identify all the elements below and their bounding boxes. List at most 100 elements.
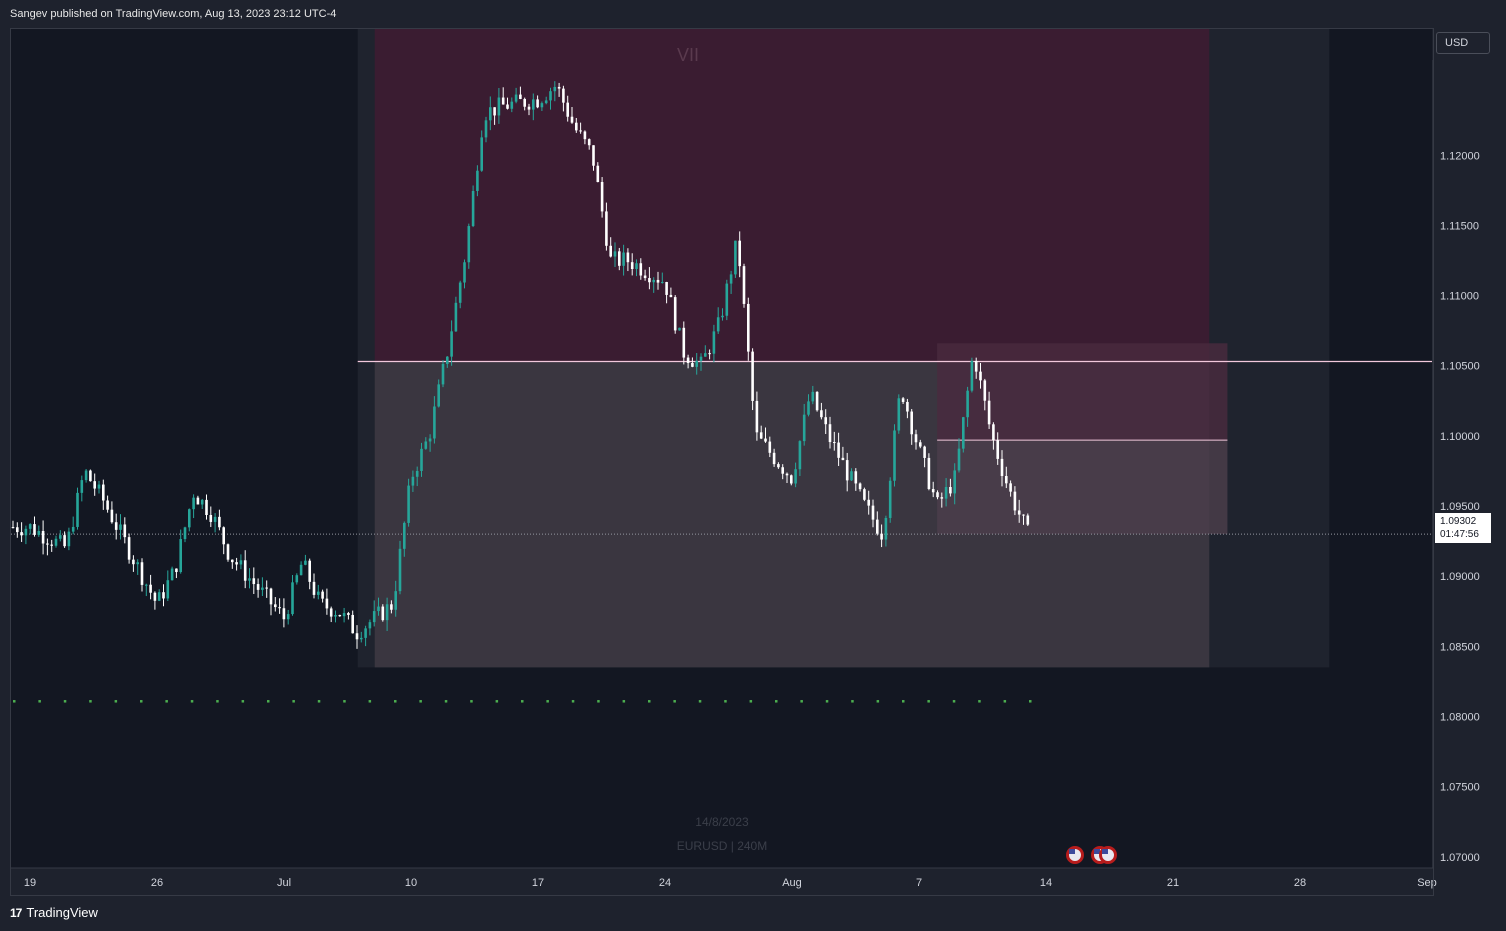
candle-up (403, 522, 406, 549)
candle-up (437, 384, 440, 407)
candle-down (243, 560, 247, 581)
candle-down (1017, 510, 1021, 515)
candle-up (299, 564, 303, 576)
watermark-symbol: EURUSD | 240M (676, 839, 768, 853)
candle-down (759, 432, 763, 439)
currency-button[interactable]: USD (1436, 32, 1490, 54)
candle-down (923, 446, 926, 458)
candle-down (790, 475, 793, 484)
us-flag-icon[interactable] (1099, 846, 1117, 864)
target-dot (546, 700, 549, 703)
candle-down (858, 483, 862, 490)
candle-up (450, 331, 453, 357)
candle-down (110, 509, 114, 523)
x-tick-label: 28 (1294, 877, 1306, 889)
candle-up (489, 107, 492, 121)
candle-up (317, 591, 320, 595)
candle-up (622, 252, 625, 266)
candle-up (261, 587, 264, 590)
target-dot (38, 700, 41, 703)
candle-up (398, 548, 402, 592)
candle-down (338, 615, 342, 617)
candle-down (209, 515, 213, 522)
target-dot (952, 700, 956, 703)
candle-down (153, 592, 157, 601)
candle-down (605, 211, 608, 246)
candle-up (729, 274, 733, 284)
x-tick-label: 19 (24, 877, 36, 889)
candle-down (1000, 458, 1004, 477)
candle-up (549, 91, 552, 101)
candle-down (768, 441, 772, 453)
candle-down (16, 527, 19, 533)
candle-down (321, 591, 324, 599)
candle-up (712, 331, 716, 354)
candle-down (493, 107, 496, 116)
candle-down (820, 410, 823, 418)
candle-down (949, 486, 952, 494)
candle-down (226, 544, 230, 560)
candle-up (304, 560, 307, 565)
tradingview-logo[interactable]: 17 TradingView (10, 905, 98, 920)
watermark-date: 14/8/2023 (695, 815, 749, 829)
target-dot (13, 700, 16, 703)
target-dot (800, 700, 803, 703)
candle-down (566, 102, 569, 117)
candle-down (686, 357, 690, 364)
candle-down (269, 588, 273, 605)
candle-down (50, 544, 53, 546)
candle-down (575, 122, 578, 131)
target-dot (89, 700, 92, 703)
x-tick-label: 21 (1167, 877, 1179, 889)
candle-up (458, 282, 462, 303)
candle-up (239, 560, 243, 565)
candle-down (329, 608, 333, 617)
candle-down (1009, 483, 1012, 492)
candle-up (67, 531, 71, 547)
target-dot (622, 700, 626, 703)
candle-down (996, 440, 999, 459)
candle-down (196, 497, 200, 505)
candle-down (583, 131, 587, 140)
candle-up (553, 86, 557, 92)
candle-down (833, 442, 836, 444)
bar-countdown: 01:47:56 (1440, 529, 1479, 540)
target-dot (317, 700, 321, 703)
target-dot (851, 700, 854, 703)
candle-down (523, 98, 526, 107)
candle-up (652, 279, 655, 283)
candle-down (1026, 515, 1030, 525)
candle-down (93, 481, 96, 489)
candle-down (854, 471, 858, 484)
candle-up (372, 611, 376, 623)
candle-down (669, 294, 673, 298)
target-dot (165, 700, 168, 703)
target-dot (267, 700, 270, 703)
candle-down (742, 266, 746, 304)
target-dot (368, 700, 372, 703)
candle-up (183, 527, 187, 540)
supply-zone (374, 29, 1210, 362)
target-dot (927, 700, 930, 703)
candle-up (699, 356, 703, 361)
candle-down (562, 88, 565, 103)
candle-up (192, 497, 195, 510)
candle-down (901, 398, 905, 402)
y-tick-label: 1.08000 (1440, 711, 1480, 723)
candle-up (635, 263, 638, 269)
target-dot (749, 700, 753, 703)
candle-up (364, 628, 367, 638)
candle-up (802, 414, 806, 442)
candle-up (897, 398, 901, 431)
us-flag-icon[interactable] (1066, 846, 1084, 864)
candle-down (218, 516, 221, 528)
candle-down (162, 592, 165, 599)
target-dot (495, 700, 499, 703)
candle-down (46, 543, 49, 545)
x-tick-label: Jul (277, 877, 291, 889)
x-tick-label: 10 (405, 877, 417, 889)
target-dot (876, 700, 880, 703)
candle-down (824, 417, 827, 425)
target-dot (825, 700, 829, 703)
